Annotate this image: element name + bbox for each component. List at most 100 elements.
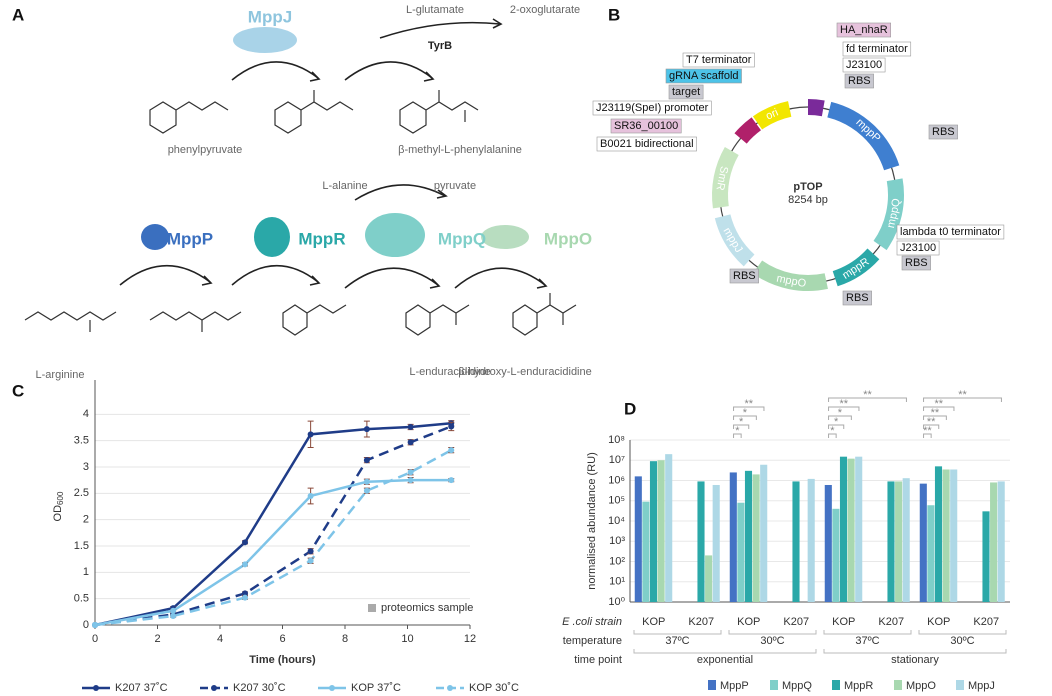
enzyme-label: MppP	[167, 229, 213, 248]
bar	[927, 505, 935, 602]
feature-label: B0021 bidirectional	[600, 138, 694, 150]
point	[407, 423, 414, 430]
feature-box	[668, 84, 704, 100]
significance-bracket	[733, 433, 742, 438]
legend-label: K207 30˚C	[233, 682, 286, 694]
compound-label: β-methyl-L-phenylalanine	[398, 144, 522, 156]
point	[407, 477, 414, 484]
feature-label: RBS	[846, 292, 869, 304]
feature-box	[928, 124, 958, 140]
significance-label: **	[839, 398, 848, 410]
y-tick-label: 10¹	[609, 576, 625, 588]
plasmid-name: pTOP	[793, 181, 822, 193]
x-tick-label: 6	[279, 633, 285, 645]
x-tick-label: K207	[783, 616, 809, 628]
significance-bracket	[733, 415, 757, 420]
feature-label: SR36_00100	[614, 120, 678, 132]
enzyme-label: MppR	[298, 229, 345, 248]
y-tick-label: 1	[83, 566, 89, 578]
compound-label: β-hydroxy-L-enduracididine	[458, 366, 592, 378]
feature-arc	[734, 117, 762, 144]
cosubstrate-label: 2-oxoglutarate	[510, 4, 580, 16]
feature-box	[842, 57, 886, 73]
feature-box	[844, 73, 874, 89]
series-line	[94, 422, 452, 627]
enzyme-label: MppJ	[248, 7, 292, 26]
annotation-swatch	[368, 604, 376, 612]
legend-label: MppO	[906, 680, 936, 692]
enzyme-blob	[481, 225, 529, 249]
bar	[832, 508, 840, 602]
bar	[902, 478, 910, 602]
y-axis-label-sub: 600	[56, 491, 65, 505]
x-tick-label: K207	[878, 616, 904, 628]
legend-label: KOP 30˚C	[469, 682, 519, 694]
x-axis-label: Time (hours)	[249, 654, 316, 666]
significance-label: **	[958, 389, 967, 401]
significance-label: **	[934, 398, 943, 410]
bar	[807, 478, 815, 602]
point	[363, 426, 370, 433]
significance-bracket	[923, 406, 955, 411]
group-bracket	[633, 649, 817, 654]
x-tick-label: K207	[973, 616, 999, 628]
structures	[24, 90, 577, 336]
point	[307, 431, 314, 438]
gene-label: ori	[764, 107, 780, 123]
y-tick-label: 0	[83, 619, 89, 631]
bar	[642, 501, 650, 602]
bar	[792, 481, 800, 602]
significance-label: **	[863, 389, 872, 401]
panel-label: C	[12, 381, 24, 400]
significance-label: *	[743, 407, 748, 419]
legend-label: KOP 37˚C	[351, 682, 401, 694]
group-bracket	[918, 630, 1007, 635]
y-tick-label: 10⁷	[609, 454, 625, 466]
point	[363, 487, 370, 494]
y-axis-label: normalised abundance (RU)	[586, 452, 598, 590]
bar	[824, 484, 832, 602]
y-tick-label: 10⁵	[608, 495, 625, 507]
temperature-label: 30ºC	[760, 635, 784, 647]
bar	[847, 458, 855, 602]
feature-arc	[807, 99, 825, 117]
reaction-arrows	[119, 18, 548, 289]
bar	[697, 481, 705, 602]
y-tick-label: 2.5	[74, 487, 89, 499]
point	[170, 607, 177, 614]
bar	[997, 481, 1005, 602]
bar	[855, 456, 863, 602]
bar	[760, 464, 768, 602]
significance-label: *	[830, 425, 835, 437]
legend-swatch	[770, 680, 778, 690]
x-tick-label: KOP	[927, 616, 950, 628]
gene-arc	[873, 178, 904, 251]
enzyme-blob	[233, 27, 297, 53]
bar	[919, 483, 927, 602]
bar	[942, 469, 950, 602]
feature-label: J23119(SpeI) promoter	[596, 102, 709, 114]
legend-swatch	[894, 680, 902, 690]
compound-label: phenylpyruvate	[168, 144, 243, 156]
bar	[950, 469, 958, 602]
row-label: E .coli strain	[562, 616, 622, 628]
bar	[705, 555, 713, 602]
feature-box	[842, 290, 872, 306]
y-tick-label: 4	[83, 408, 89, 420]
legend-swatch	[832, 680, 840, 690]
group-bracket	[633, 630, 722, 635]
temperature-label: 30ºC	[950, 635, 974, 647]
point	[92, 622, 98, 628]
bar	[634, 476, 642, 602]
bar	[752, 474, 760, 602]
gene-label: mppO	[775, 273, 807, 291]
x-tick-label: KOP	[642, 616, 665, 628]
significance-bracket	[923, 424, 940, 429]
series-line	[94, 425, 452, 627]
bar	[665, 454, 673, 602]
point	[448, 423, 455, 430]
gene-arc	[712, 147, 739, 209]
feature-box	[842, 41, 912, 57]
feature-label: J23100	[900, 242, 936, 254]
x-tick-label: 0	[92, 633, 98, 645]
